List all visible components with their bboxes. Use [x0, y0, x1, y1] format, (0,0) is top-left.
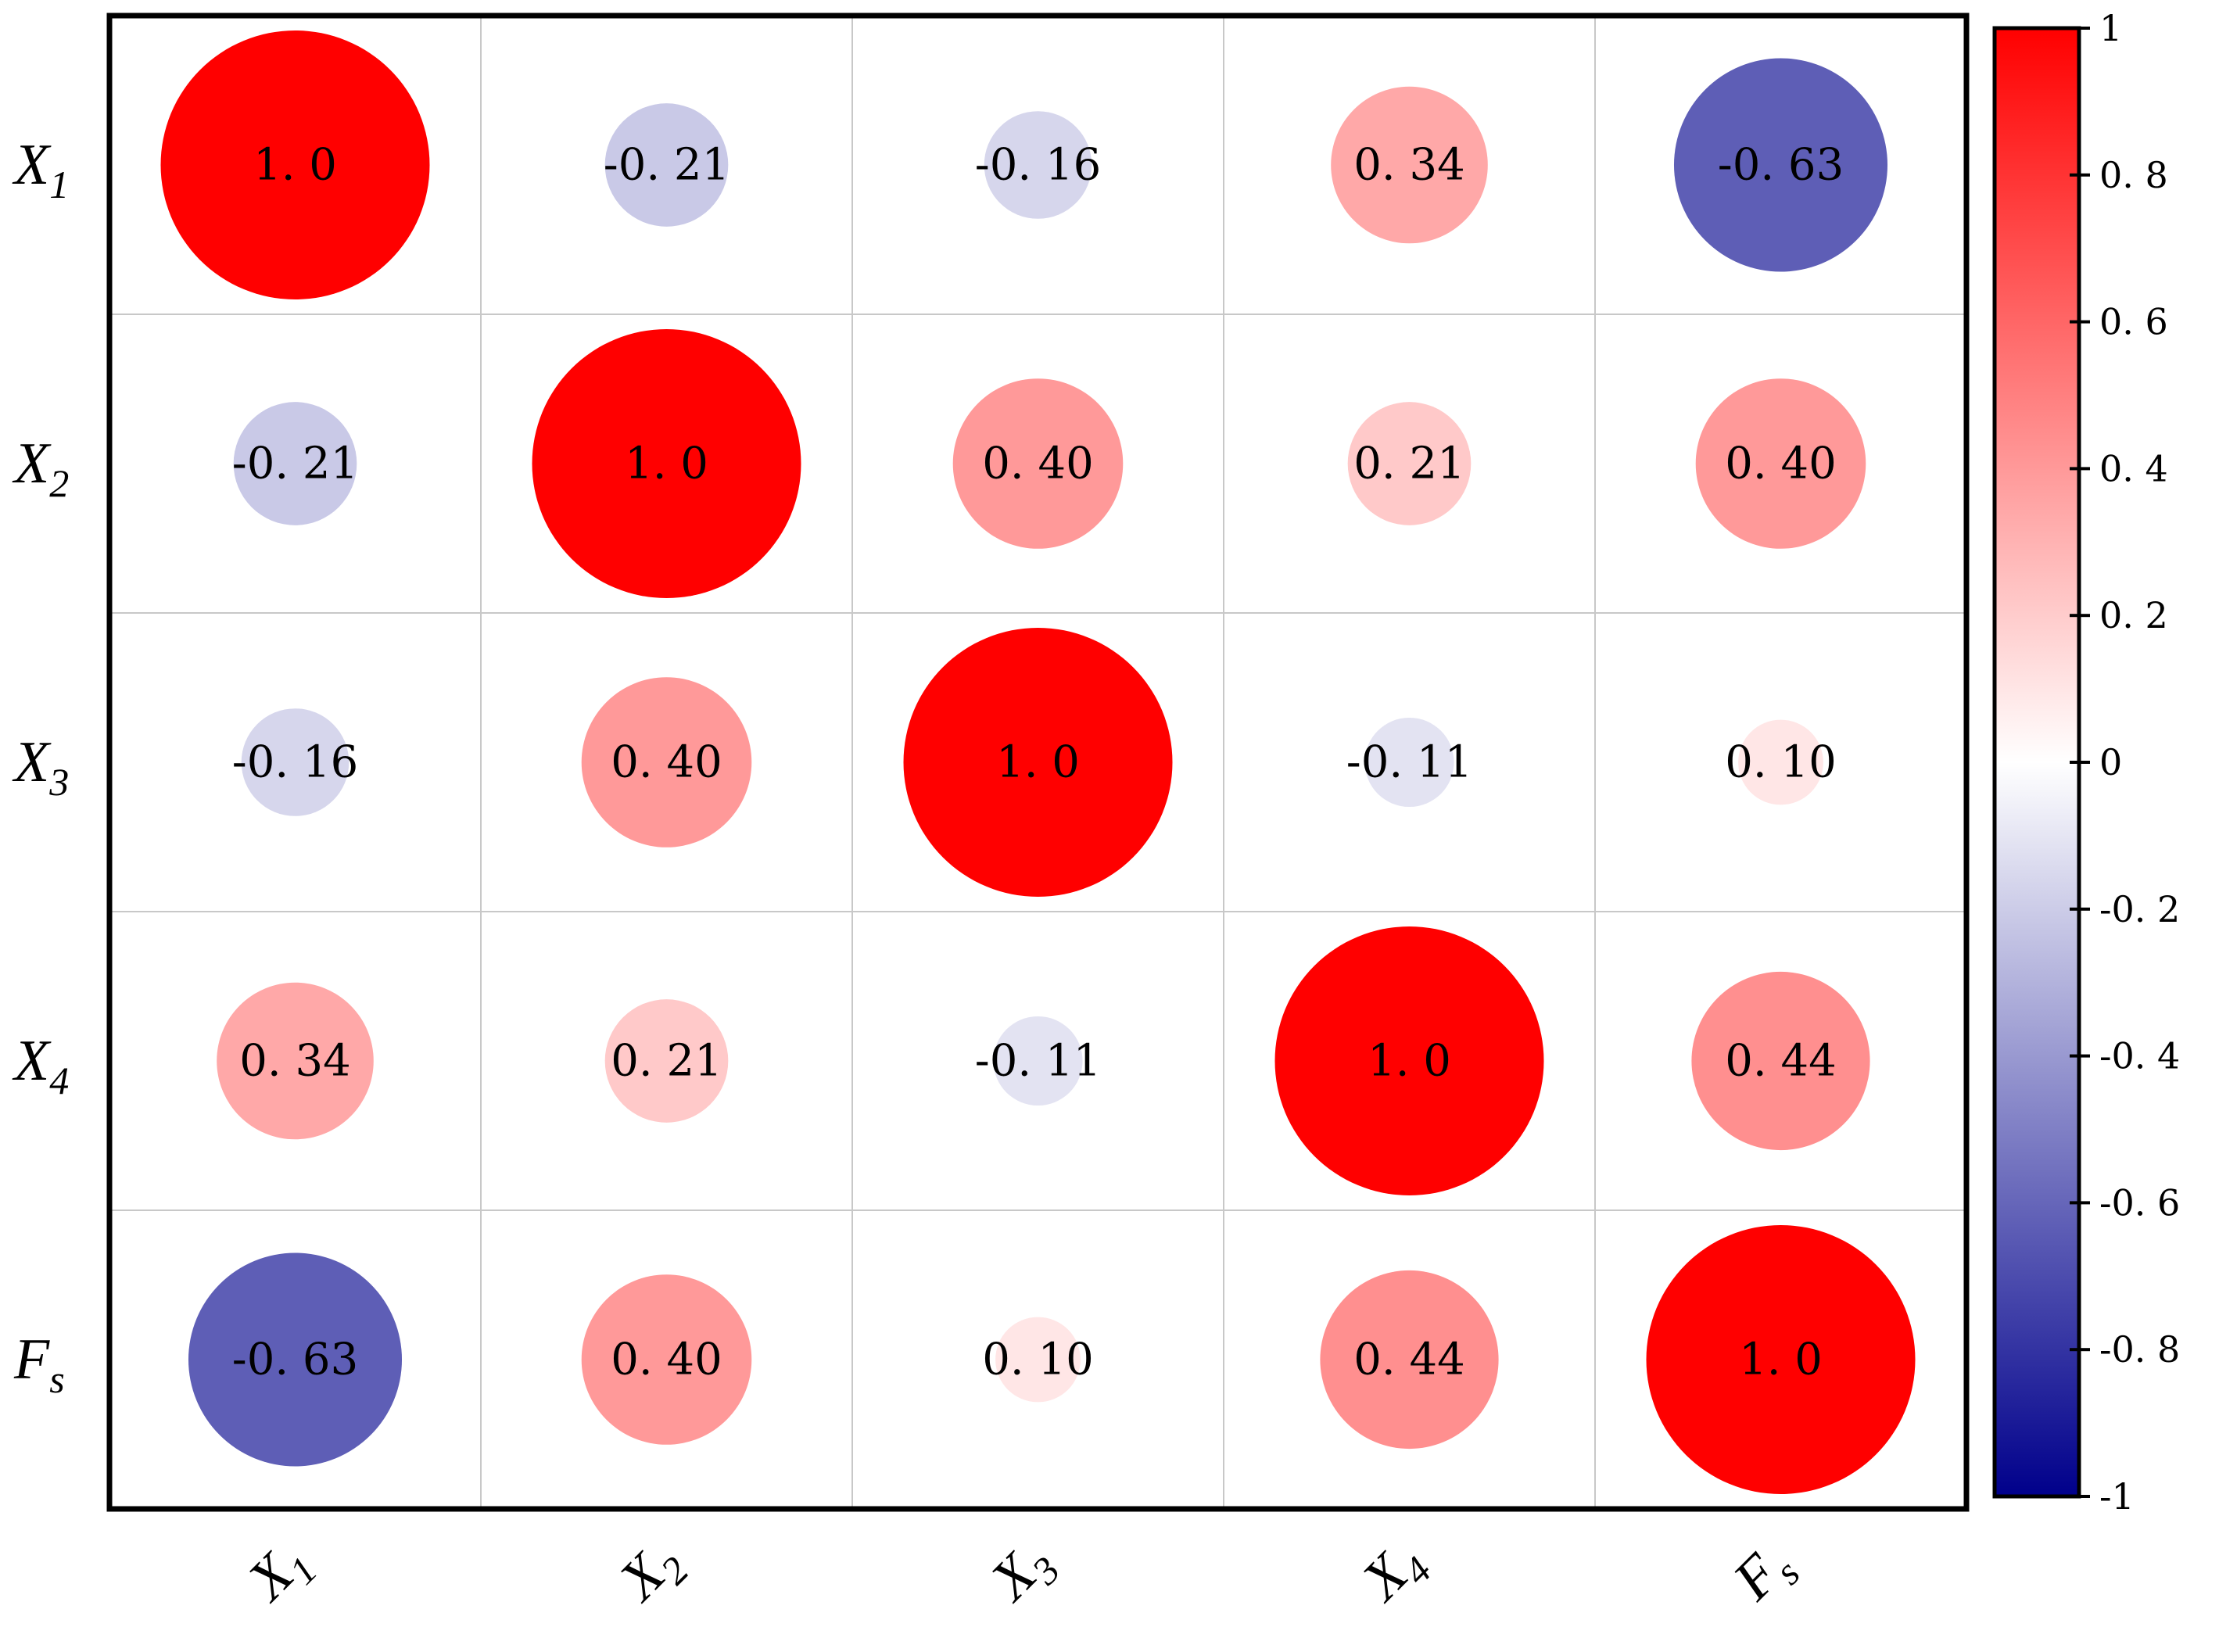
row-label-5: Fs [13, 1328, 65, 1401]
corr-value-r1-c1: 1. 0 [253, 140, 337, 191]
colorbar-gradient [1992, 26, 2081, 1499]
corr-circle-r3-c4 [1364, 717, 1454, 808]
corr-circle-r4-c1 [217, 982, 374, 1140]
grid-lines [109, 16, 1966, 1509]
corr-value-r2-c4: 0. 21 [1353, 439, 1465, 489]
svg-text:X1: X1 [234, 1528, 325, 1619]
colorbar-tick-label: -0. 4 [2099, 1035, 2180, 1077]
corr-value-r2-c3: 0. 40 [982, 439, 1094, 489]
corr-value-r5-c2: 0. 40 [611, 1335, 722, 1385]
corr-value-r3-c5: 0. 10 [1725, 737, 1837, 788]
corr-circle-r4-c3 [993, 1016, 1083, 1106]
svg-text:X2: X2 [605, 1528, 697, 1619]
corr-circle-r5-c3 [995, 1317, 1081, 1403]
corr-circle-r3-c3 [903, 628, 1173, 897]
column-label-4: X4 [1348, 1528, 1439, 1619]
corr-circle-r2-c2 [532, 329, 801, 598]
corr-value-r4-c3: -0. 11 [975, 1036, 1101, 1087]
corr-value-r4-c1: 0. 34 [239, 1036, 351, 1087]
corr-value-r5-c3: 0. 10 [982, 1335, 1094, 1385]
colorbar-tick-label: 0 [2099, 741, 2122, 783]
corr-circle-r4-c5 [1691, 971, 1870, 1151]
corr-value-r1-c2: -0. 21 [604, 140, 730, 191]
corr-value-r2-c1: -0. 21 [232, 439, 358, 489]
column-label-1: X1 [234, 1528, 325, 1619]
corr-value-r2-c5: 0. 40 [1725, 439, 1837, 489]
corr-circle-r1-c4 [1331, 86, 1488, 244]
corr-circle-r5-c1 [188, 1252, 403, 1467]
corr-value-r4-c5: 0. 44 [1725, 1036, 1837, 1087]
corr-circle-r3-c1 [241, 708, 350, 816]
row-label-2: X2 [12, 432, 69, 505]
colorbar-tick-label: -1 [2099, 1475, 2135, 1518]
corr-circle-r3-c5 [1738, 719, 1823, 805]
corr-circle-r4-c4 [1274, 926, 1544, 1195]
corr-circle-r3-c2 [581, 677, 752, 848]
corr-value-r5-c4: 0. 44 [1353, 1335, 1465, 1385]
colorbar-tick-label: -0. 2 [2099, 888, 2180, 930]
colorbar-tick-label: 0. 6 [2099, 301, 2168, 343]
corr-value-r5-c1: -0. 63 [232, 1335, 358, 1385]
correlation-circles [160, 30, 1916, 1494]
corr-value-r1-c3: -0. 16 [975, 140, 1101, 191]
colorbar-tick-label: 1 [2099, 7, 2122, 49]
corr-circle-r1-c1 [160, 30, 430, 299]
column-label-2: X2 [605, 1528, 697, 1619]
colorbar-tick-label: 0. 4 [2099, 447, 2168, 489]
row-labels: X1 X2 X3 X4 Fs [12, 133, 69, 1401]
corr-circle-r2-c3 [952, 378, 1124, 549]
corr-value-r5-c5: 1. 0 [1739, 1335, 1823, 1385]
row-label-3: X3 [12, 730, 69, 804]
svg-text:Fs: Fs [1721, 1531, 1808, 1618]
corr-value-r1-c4: 0. 34 [1353, 140, 1465, 191]
correlation-values: 1. 0 -0. 21 -0. 16 0. 34 -0. 63 -0. 21 1. 0 0. … [232, 140, 1844, 1385]
corr-value-r4-c2: 0. 21 [611, 1036, 722, 1087]
corr-value-r4-c4: 1. 0 [1368, 1036, 1451, 1087]
corr-circle-r5-c5 [1646, 1225, 1916, 1494]
colorbar-tick-label: -0. 8 [2099, 1328, 2180, 1371]
colorbar-ticks: 1 0. 8 0. 6 0. 4 0. 2 0 -0. 2 -0. 4 -0. 6 -0. 8 -1 [2070, 7, 2180, 1518]
corr-circle-r2-c5 [1695, 378, 1866, 549]
column-labels: X1 X2 X3 X4 Fs [234, 1528, 1808, 1619]
corr-value-r3-c4: -0. 11 [1346, 737, 1472, 788]
svg-text:X3: X3 [977, 1528, 1068, 1619]
corr-circle-r4-c2 [604, 999, 729, 1123]
colorbar-tick-label: 0. 2 [2099, 594, 2168, 636]
corr-circle-r2-c4 [1347, 402, 1472, 525]
corr-circle-r5-c4 [1320, 1270, 1499, 1450]
corr-value-r1-c5: -0. 63 [1718, 140, 1844, 191]
corr-circle-r1-c5 [1673, 58, 1888, 272]
corr-circle-r1-c2 [604, 103, 729, 227]
column-label-5: Fs [1721, 1531, 1808, 1618]
row-label-1: X1 [12, 133, 69, 206]
colorbar-tick-label: -0. 6 [2099, 1181, 2180, 1224]
corr-value-r3-c3: 1. 0 [996, 737, 1080, 788]
corr-circle-r5-c2 [581, 1274, 752, 1445]
corr-circle-r1-c3 [984, 111, 1092, 219]
column-label-3: X3 [977, 1528, 1068, 1619]
plot-frame [106, 13, 1970, 1512]
row-label-4: X4 [12, 1029, 69, 1102]
corr-circle-r2-c1 [233, 402, 357, 525]
svg-text:X4: X4 [1348, 1528, 1439, 1619]
colorbar-tick-label: 0. 8 [2099, 154, 2168, 196]
corr-value-r3-c2: 0. 40 [611, 737, 722, 788]
corr-value-r3-c1: -0. 16 [232, 737, 358, 788]
corr-value-r2-c2: 1. 0 [625, 439, 708, 489]
colorbar [1992, 26, 2081, 1499]
